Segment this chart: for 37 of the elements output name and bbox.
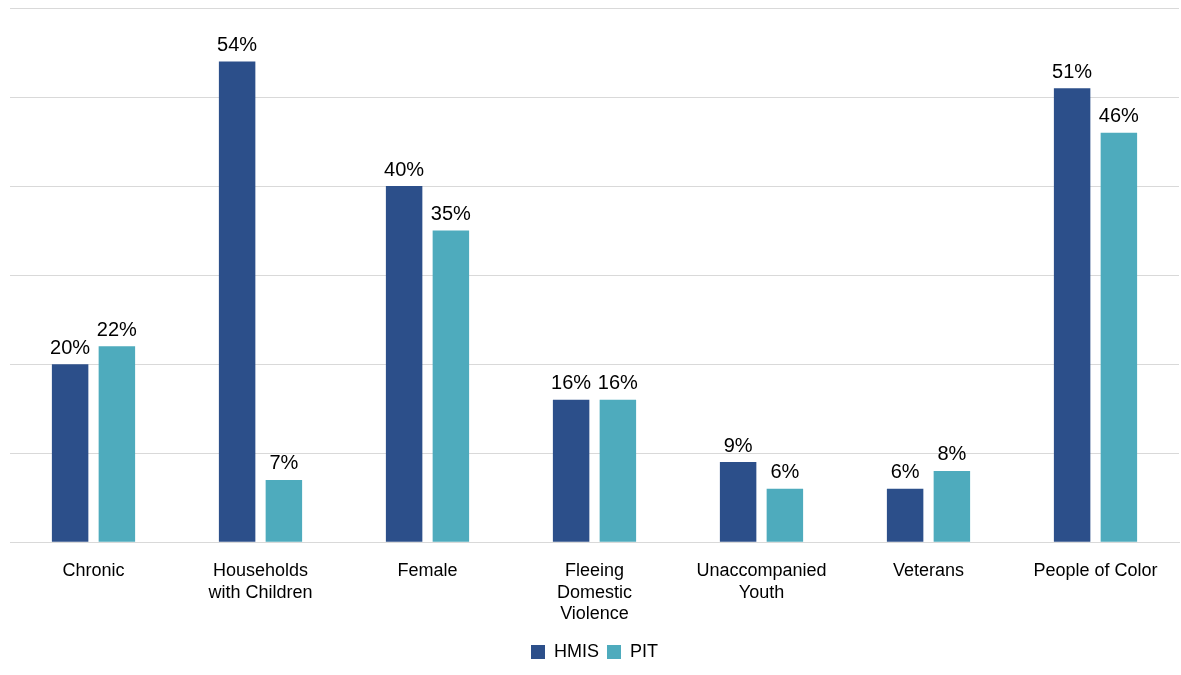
bar: [886, 488, 924, 542]
bar: [98, 346, 136, 542]
data-label: 20%: [50, 335, 91, 358]
legend-label: PIT: [630, 640, 659, 661]
x-tick-label: Fleeing Domestic Violence: [556, 559, 633, 624]
data-label: 40%: [384, 157, 425, 180]
bar: [1053, 88, 1091, 542]
data-label: 16%: [597, 371, 639, 394]
x-tick-label: Unaccompanied Youth: [696, 559, 827, 602]
data-label: 6%: [770, 460, 800, 483]
data-label: 9%: [723, 433, 753, 456]
x-tick-label: Female: [397, 559, 458, 580]
data-label: 54%: [217, 32, 258, 55]
bar: [766, 488, 804, 542]
data-label: 7%: [269, 451, 299, 474]
bar: [218, 61, 256, 542]
bar: [265, 479, 303, 542]
data-label: 16%: [551, 371, 592, 394]
x-tick-label: Chronic: [62, 559, 125, 580]
data-label: 46%: [1098, 104, 1140, 127]
data-label: 35%: [430, 202, 472, 225]
bar: [599, 399, 637, 542]
bar: [1100, 132, 1138, 542]
bar: [719, 462, 757, 542]
data-label: 8%: [937, 442, 967, 465]
x-tick-label: People of Color: [1033, 559, 1158, 580]
x-tick-label: Households with Children: [207, 559, 313, 602]
data-label: 6%: [890, 460, 920, 483]
bar: [385, 186, 423, 542]
bar: [51, 364, 89, 542]
bar: [552, 399, 590, 542]
x-tick-label: Veterans: [892, 559, 965, 580]
data-label: 51%: [1052, 59, 1093, 82]
data-label: 22%: [96, 317, 138, 340]
legend-label: HMIS: [554, 640, 599, 661]
bar: [933, 470, 971, 542]
bar: [432, 230, 470, 542]
